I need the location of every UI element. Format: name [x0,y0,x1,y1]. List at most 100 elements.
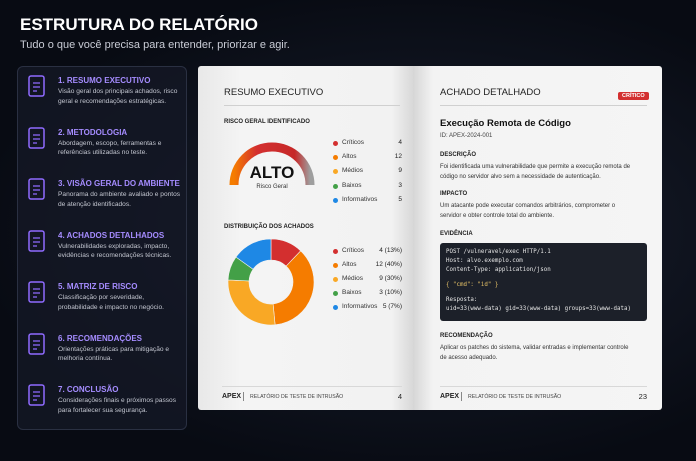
legend-dot [333,183,338,189]
legend-count: 5 [398,195,402,203]
legend-dot [333,291,338,296]
legend-label: Baixos [342,181,362,189]
icon-glyph [33,339,40,350]
legend-count: 12 [394,153,402,161]
footer-divider [243,392,244,401]
section-description: Visão geral dos principais achados, risc… [58,88,178,105]
icon-frame [28,75,45,97]
section-text: Um atacante pode executar comandos arbit… [440,203,616,219]
icon-frame [28,384,45,406]
donut-segment [227,279,276,326]
page-heading: ACHADO DETALHADO [440,87,541,98]
legend-label: Críticos [342,247,365,254]
legend-count: 4 [398,139,402,146]
section-title: 6. RECOMENDAÇÕES [58,333,143,343]
page-heading: RESUMO EXECUTIVO [224,87,324,98]
code-block [440,243,647,321]
section-title: 2. METODOLOGIA [58,127,128,137]
section-icon [28,178,45,200]
legend-dot [333,305,338,310]
section-label: DISTRIBUIÇÃO DOS ACHADOS [224,224,314,230]
footer-divider [461,392,462,401]
section-title: 5. MATRIZ DE RISCO [58,282,138,291]
gauge-arc [229,142,315,186]
code-line: POST /vulneravel/exec HTTP/1.1 [446,249,551,255]
section-icon [28,229,45,252]
icon-frame [28,229,45,252]
legend-dot [333,197,338,203]
section-description: Classificação por severidade, probabilid… [58,294,164,311]
code-line: uid=33(www-data) gid=33(www-data) groups… [446,306,631,312]
legend-count: 4 (13%) [379,247,402,254]
section-title: 1. RESUMO EXECUTIVO [58,76,151,85]
section-description: Vulnerabilidades exploradas, impacto, ev… [58,242,172,260]
section-description: Orientações práticas para mitigação e me… [58,345,170,363]
legend-label: Informativos [342,303,378,310]
right-page [413,66,662,410]
legend-dot [333,141,338,146]
legend-count: 12 (40%) [375,261,402,268]
section-description: Abordagem, escopo, ferramentas e referên… [58,139,162,157]
section-icon [28,281,45,303]
section-icon [28,126,45,149]
section-title: 4. ACHADOS DETALHADOS [58,230,165,240]
section-title: 3. VISÃO GERAL DO AMBIENTE [58,179,180,188]
divider [440,105,647,106]
icon-glyph [33,391,40,401]
legend-label: Altos [342,153,357,161]
section-description: Considerações finais e próximos passos p… [58,397,177,414]
legend-count: 9 (30%) [379,275,402,282]
divider [224,105,400,106]
legend-count: 3 [398,181,402,189]
section-label: RECOMENDAÇÃO [440,333,493,339]
legend-dot [333,249,338,254]
legend-dot [333,277,338,282]
icon-frame [28,332,45,355]
section-text: Foi identificada uma vulnerabilidade que… [440,164,631,180]
code-line: { "cmd": "id" } [446,282,499,288]
icon-glyph [33,288,40,298]
footer-line [222,386,402,387]
icon-glyph [33,82,40,92]
legend-count: 3 (10%) [379,289,402,296]
section-icon [28,332,45,355]
section-label: DESCRIÇÃO [440,152,477,158]
legend-dot [333,155,338,161]
donut-segment [272,250,315,326]
icon-frame [28,126,45,149]
section-description: Panorama do ambiente avaliado e pontos d… [58,191,181,208]
title: ESTRUTURA DO RELATÓRIO [20,15,258,34]
footer-brand: APEX [440,393,460,400]
finding-id: ID: APEX-2024-001 [440,133,493,139]
icon-glyph [33,185,40,195]
footer-text: RELATÓRIO DE TESTE DE INTRUSÃO [468,394,562,400]
footer-text: RELATÓRIO DE TESTE DE INTRUSÃO [250,394,344,400]
footer-line [440,386,647,387]
footer-brand: APEX [222,393,242,400]
page-number: 4 [397,392,402,401]
legend-label: Médios [342,275,363,282]
section-text: Aplicar os patches do sistema, validar e… [440,345,629,361]
icon-frame [28,281,45,303]
legend-label: Altos [342,261,357,268]
subtitle: Tudo o que você precisa para entender, p… [20,39,290,51]
left-page [198,66,413,410]
sections-panel [17,66,187,430]
section-label: RISCO GERAL IDENTIFICADO [224,119,310,125]
gauge [229,142,315,186]
finding-title: Execução Remota de Código [440,118,571,129]
icon-frame [28,178,45,200]
section-icon [28,75,45,97]
icon-glyph [33,133,40,144]
legend-label: Médios [342,167,363,175]
code-line: Content-Type: application/json [446,267,551,273]
section-icon [28,384,45,406]
donut-segment [235,238,272,270]
legend-dot [333,263,338,268]
legend-label: Informativos [342,195,378,203]
legend-dot [333,169,338,175]
page-number: 23 [638,392,647,401]
badge: CRÍTICO [618,92,649,100]
section-label: EVIDÊNCIA [440,231,473,237]
